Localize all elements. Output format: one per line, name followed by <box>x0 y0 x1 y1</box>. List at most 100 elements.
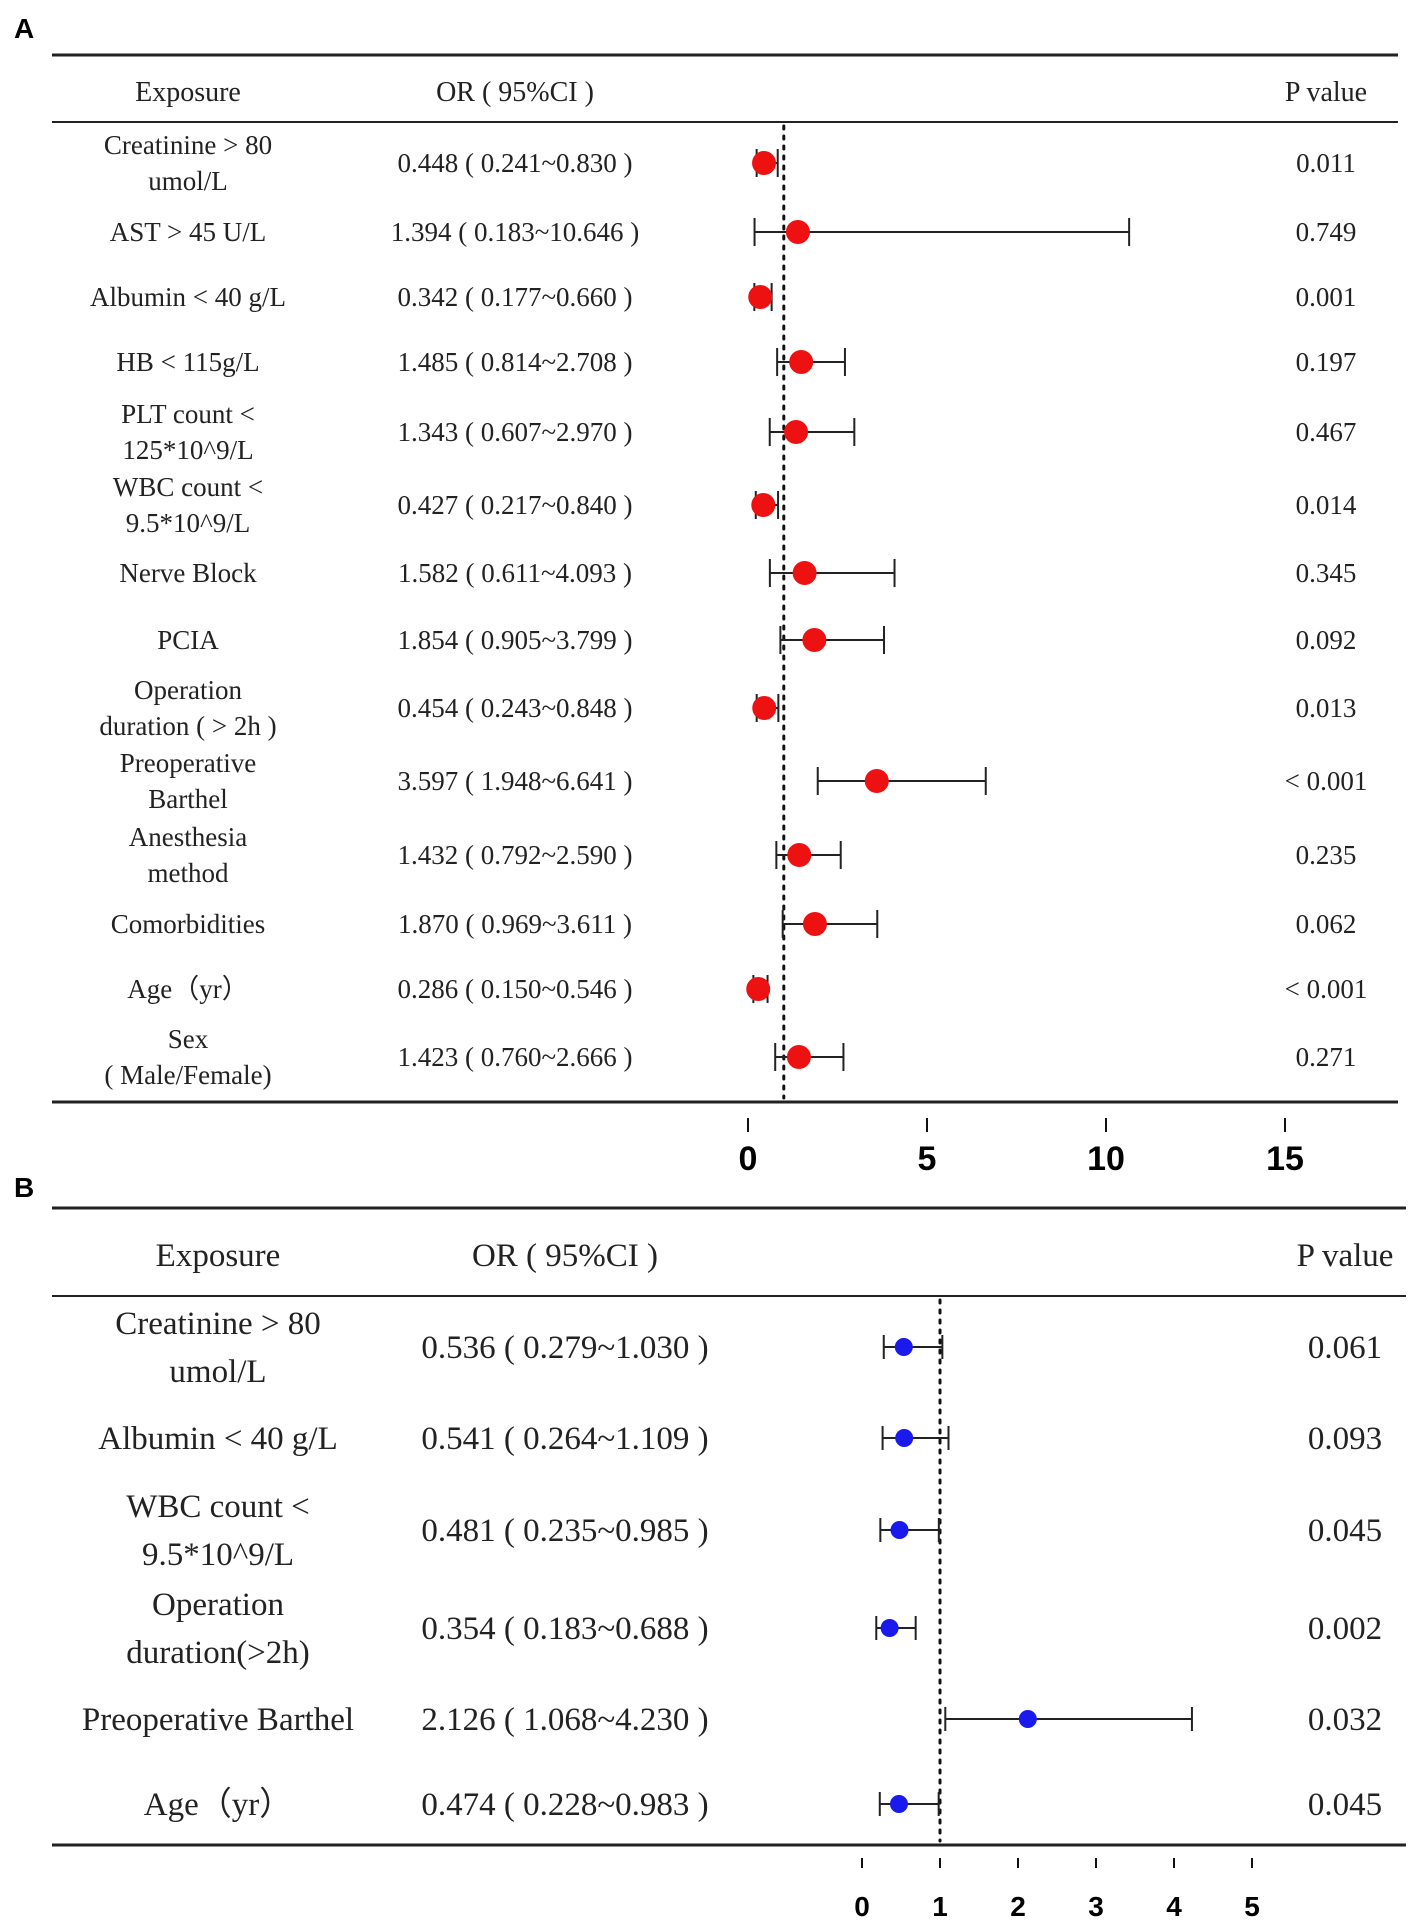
p-value: 0.001 <box>1296 282 1357 312</box>
panel-a-table-row: Operation duration ( > 2h ) 0.454 ( 0.243~… <box>99 675 1356 741</box>
panel-b-table-row: Operation duration(>2h) 0.354 ( 0.183~0.68… <box>126 1587 1382 1671</box>
or-point <box>789 350 814 374</box>
or-point <box>1018 1710 1037 1728</box>
exposure-label: umol/L <box>169 1354 266 1390</box>
or-ci-value: 1.432 ( 0.792~2.590 ) <box>397 840 632 870</box>
panel-b-table-row: Preoperative Barthel 2.126 ( 1.068~4.230 … <box>82 1702 1382 1738</box>
ci-mark <box>751 491 780 519</box>
or-point <box>786 1045 811 1069</box>
ci-mark <box>752 149 779 177</box>
p-value: 0.061 <box>1308 1330 1382 1366</box>
panel-b-table-row: WBC count < 9.5*10^9/L 0.481 ( 0.235~0.985… <box>126 1489 1382 1573</box>
panel-a-table-row: WBC count < 9.5*10^9/L 0.427 ( 0.217~0.840… <box>113 472 1357 538</box>
p-value: < 0.001 <box>1285 974 1368 1004</box>
exposure-label: Age（yr） <box>127 974 248 1004</box>
or-ci-value: 0.541 ( 0.264~1.109 ) <box>421 1421 708 1457</box>
ci-mark <box>881 1426 950 1450</box>
or-ci-value: 1.582 ( 0.611~4.093 ) <box>398 558 632 588</box>
exposure-label: Age（yr） <box>144 1787 292 1823</box>
or-point <box>752 151 777 175</box>
ci-mark <box>878 1792 940 1816</box>
exposure-label: 9.5*10^9/L <box>126 508 250 538</box>
or-point <box>784 420 809 444</box>
p-value: 0.749 <box>1296 217 1357 247</box>
p-value: 0.002 <box>1308 1611 1382 1647</box>
p-value: 0.197 <box>1296 347 1357 377</box>
or-point <box>894 1338 913 1356</box>
exposure-label: Sex <box>168 1024 209 1054</box>
panel-b-tick-label: 0 <box>854 1891 870 1922</box>
ci-mark <box>776 348 846 376</box>
p-value: 0.345 <box>1296 558 1357 588</box>
or-point <box>802 628 827 652</box>
or-ci-value: 0.286 ( 0.150~0.546 ) <box>397 974 632 1004</box>
exposure-label: WBC count < <box>113 472 263 502</box>
exposure-label: Comorbidities <box>111 909 266 939</box>
exposure-label: 9.5*10^9/L <box>142 1537 294 1573</box>
panel-a-table-row: Sex ( Male/Female) 1.423 ( 0.760~2.666 ) 0.… <box>104 1024 1356 1090</box>
p-value: 0.045 <box>1308 1787 1382 1823</box>
or-point <box>864 769 889 793</box>
panel-a-table-row: PCIA 1.854 ( 0.905~3.799 ) 0.092 <box>157 625 1356 655</box>
panel-a-table-row: Comorbidities 1.870 ( 0.969~3.611 ) 0.062 <box>111 909 1357 939</box>
or-ci-value: 0.354 ( 0.183~0.688 ) <box>421 1611 708 1647</box>
exposure-label: PLT count < <box>121 399 255 429</box>
panel-a-tick-label: 10 <box>1087 1140 1125 1178</box>
or-ci-value: 2.126 ( 1.068~4.230 ) <box>421 1702 708 1738</box>
or-point <box>889 1795 908 1813</box>
ci-mark <box>768 418 856 446</box>
panel-b-header-exposure: Exposure <box>156 1238 281 1274</box>
exposure-label: Operation <box>152 1587 284 1623</box>
exposure-label: Creatinine > 80 <box>104 130 272 160</box>
p-value: 0.014 <box>1296 490 1357 520</box>
or-point <box>787 843 812 867</box>
or-ci-value: 1.870 ( 0.969~3.611 ) <box>398 909 632 939</box>
panel-a-table-row: Albumin < 40 g/L 0.342 ( 0.177~0.660 ) 0.0… <box>90 282 1356 312</box>
or-ci-value: 0.427 ( 0.217~0.840 ) <box>397 490 632 520</box>
or-ci-value: 1.394 ( 0.183~10.646 ) <box>391 217 640 247</box>
ci-mark <box>879 1518 940 1542</box>
or-ci-value: 1.485 ( 0.814~2.708 ) <box>397 347 632 377</box>
panel-a-tick-label: 15 <box>1266 1140 1304 1178</box>
p-value: 0.235 <box>1296 840 1357 870</box>
or-point <box>752 696 777 720</box>
ci-mark <box>752 694 780 722</box>
exposure-label: Barthel <box>148 784 227 814</box>
exposure-label: duration ( > 2h ) <box>99 711 276 741</box>
panel-a-table-row: Creatinine > 80 umol/L 0.448 ( 0.241~0.830… <box>104 130 1356 196</box>
exposure-label: 125*10^9/L <box>122 435 253 465</box>
panel-a-table-row: AST > 45 U/L 1.394 ( 0.183~10.646 ) 0.749 <box>110 217 1357 247</box>
panel-a-header-p-value: P value <box>1285 77 1367 108</box>
exposure-label: Creatinine > 80 <box>115 1306 321 1342</box>
panel-a-table-row: Preoperative Barthel 3.597 ( 1.948~6.641 )… <box>120 748 1368 814</box>
exposure-label: umol/L <box>148 166 228 196</box>
p-value: 0.092 <box>1296 625 1357 655</box>
exposure-label: AST > 45 U/L <box>110 217 267 247</box>
ci-mark <box>944 1707 1193 1731</box>
ci-mark <box>882 1335 944 1359</box>
exposure-label: Operation <box>134 675 242 705</box>
panel-a-table-row: PLT count < 125*10^9/L 1.343 ( 0.607~2.970… <box>121 399 1356 465</box>
or-point <box>895 1429 914 1447</box>
or-ci-value: 0.474 ( 0.228~0.983 ) <box>421 1787 708 1823</box>
panel-label-a: A <box>14 13 34 44</box>
p-value: < 0.001 <box>1285 766 1368 796</box>
or-ci-value: 0.454 ( 0.243~0.848 ) <box>397 693 632 723</box>
or-point <box>748 285 773 309</box>
or-point <box>785 220 810 244</box>
exposure-label: Preoperative <box>120 748 256 778</box>
ci-mark <box>768 559 896 587</box>
or-point <box>880 1619 899 1637</box>
or-ci-value: 0.481 ( 0.235~0.985 ) <box>421 1513 708 1549</box>
or-ci-value: 0.448 ( 0.241~0.830 ) <box>397 148 632 178</box>
or-ci-value: 0.342 ( 0.177~0.660 ) <box>397 282 632 312</box>
panel-b-tick-label: 2 <box>1010 1891 1026 1922</box>
p-value: 0.032 <box>1308 1702 1382 1738</box>
panel-b-header-p-value: P value <box>1297 1238 1394 1274</box>
ci-mark <box>816 767 987 795</box>
panel-b-table-row: Creatinine > 80 umol/L 0.536 ( 0.279~1.030… <box>115 1306 1382 1390</box>
or-point <box>746 977 771 1001</box>
ci-mark <box>779 626 886 654</box>
p-value: 0.093 <box>1308 1421 1382 1457</box>
or-ci-value: 1.423 ( 0.760~2.666 ) <box>397 1042 632 1072</box>
